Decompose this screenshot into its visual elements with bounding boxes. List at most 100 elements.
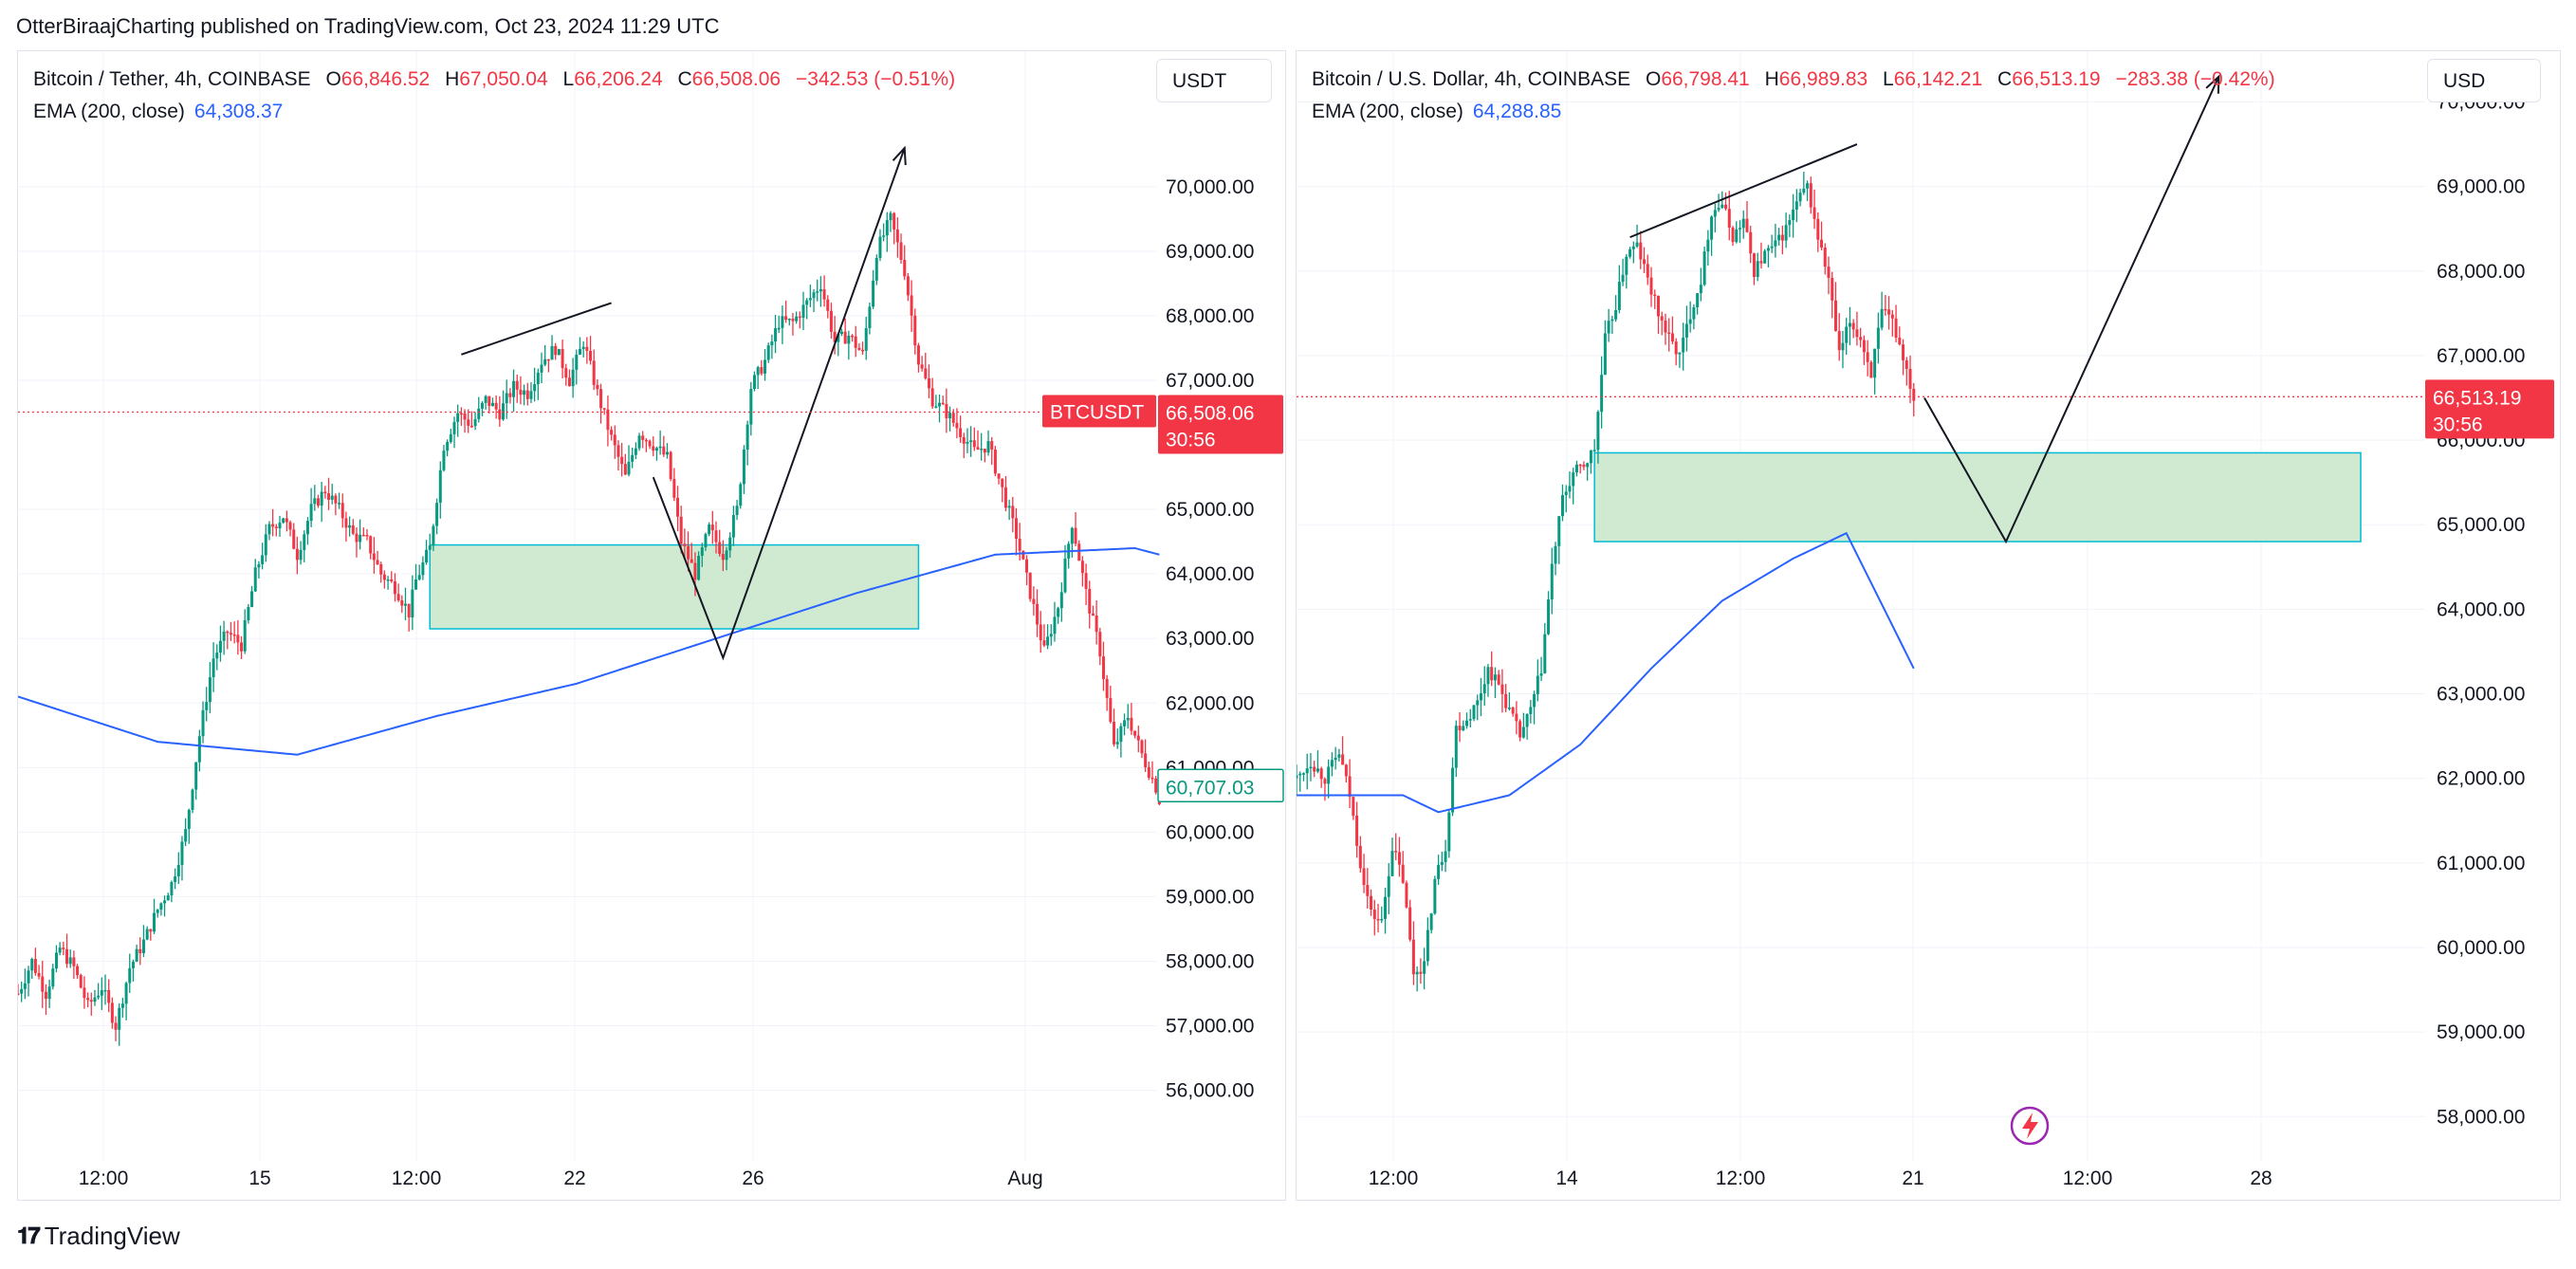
- candle-body: [1561, 495, 1564, 517]
- candle-body: [916, 345, 920, 365]
- candle: [533, 367, 537, 402]
- last-price-badge-text: 66,513.19: [2433, 387, 2521, 409]
- candle: [1614, 295, 1618, 322]
- candle: [589, 336, 593, 365]
- chart-panel-left[interactable]: 70,000.00 69,000.00 68,000.00 67,000.00 65,0…: [17, 50, 1286, 1201]
- candle-body: [525, 390, 529, 399]
- candle: [620, 443, 624, 477]
- candle-body: [1370, 895, 1373, 910]
- candle-body: [1444, 851, 1447, 862]
- candle: [386, 576, 390, 590]
- candle-body: [1053, 616, 1057, 634]
- candle-body: [515, 380, 519, 390]
- currency-button-left[interactable]: USDT: [1156, 59, 1272, 102]
- candle-body: [174, 876, 177, 882]
- candle: [1635, 224, 1639, 248]
- candle-body: [348, 524, 352, 528]
- candle: [997, 473, 1001, 485]
- candle: [1724, 193, 1728, 212]
- candle: [205, 687, 209, 722]
- candle: [1820, 221, 1824, 251]
- candle-body: [428, 545, 432, 550]
- candle-body: [764, 359, 767, 374]
- candle-body: [710, 524, 714, 531]
- candle-body: [1696, 293, 1700, 308]
- candle: [1592, 439, 1596, 452]
- candle-body: [1880, 308, 1884, 328]
- candle-body: [480, 402, 484, 409]
- candle: [1554, 542, 1557, 576]
- candle-body: [459, 413, 463, 415]
- candle: [1752, 252, 1756, 285]
- chart-svg-left[interactable]: 70,000.00 69,000.00 68,000.00 67,000.00 65,0…: [18, 51, 1285, 1200]
- candle-body: [180, 841, 184, 865]
- candle: [1133, 730, 1137, 739]
- candle: [924, 352, 928, 380]
- candle: [1309, 753, 1313, 782]
- candle: [1586, 462, 1590, 481]
- candle: [1074, 512, 1077, 546]
- candle: [382, 570, 386, 589]
- candle-body: [208, 677, 212, 703]
- projection-path: [652, 147, 906, 661]
- candle: [1851, 319, 1855, 339]
- candle: [1119, 723, 1123, 758]
- candle-body: [1376, 918, 1380, 921]
- candle-body: [665, 451, 669, 455]
- candle: [365, 528, 369, 541]
- candle: [1486, 663, 1490, 697]
- candle-body: [1792, 209, 1795, 221]
- y-tick-label: 56,000.00: [1166, 1080, 1254, 1102]
- candle-body: [1635, 242, 1639, 247]
- candle-body: [847, 335, 851, 344]
- x-tick-label: Aug: [1007, 1168, 1042, 1189]
- candle: [334, 493, 338, 516]
- tradingview-logo[interactable]: 𝟏𝟕 TradingView: [17, 1222, 180, 1251]
- candle-body: [303, 534, 306, 550]
- candle-body: [1115, 742, 1119, 745]
- candle: [215, 644, 219, 671]
- candle-body: [1080, 561, 1084, 574]
- candle-body: [463, 413, 467, 420]
- candle-body: [1419, 971, 1423, 974]
- candle-body: [184, 829, 188, 842]
- chart-panel-right[interactable]: 70,000.0069,000.0068,000.0067,000.0066,0…: [1296, 50, 2561, 1201]
- candle-body: [557, 349, 561, 356]
- candle: [634, 442, 637, 460]
- candle-body: [554, 345, 558, 356]
- candle-body: [1674, 341, 1678, 355]
- candle: [47, 979, 51, 1008]
- candle: [1091, 605, 1095, 616]
- candle: [882, 223, 886, 242]
- candle-body: [247, 606, 250, 620]
- candle: [599, 383, 603, 424]
- candle-body: [1098, 632, 1102, 657]
- candle: [229, 621, 232, 641]
- currency-button-right[interactable]: USD: [2427, 59, 2541, 102]
- candle: [1025, 555, 1029, 586]
- candle: [641, 431, 645, 449]
- candle: [86, 992, 90, 1008]
- candle-body: [153, 912, 156, 932]
- candle-body: [1735, 229, 1739, 243]
- candle: [191, 788, 194, 814]
- candle: [264, 524, 267, 562]
- candle: [710, 510, 714, 544]
- candle-body: [93, 997, 97, 1002]
- candle-body: [1841, 342, 1845, 351]
- projection-path: [1923, 76, 2220, 544]
- candle-body: [508, 393, 512, 397]
- candle: [592, 349, 596, 391]
- candle: [602, 408, 606, 415]
- candle-body: [86, 998, 90, 1001]
- candle-body: [1809, 183, 1812, 208]
- chart-svg-right[interactable]: 70,000.0069,000.0068,000.0067,000.0066,0…: [1297, 51, 2560, 1200]
- candle-body: [1607, 321, 1610, 334]
- candle: [623, 453, 627, 476]
- candle-body: [1756, 261, 1759, 277]
- candle: [662, 435, 666, 457]
- candle-body: [1774, 240, 1777, 247]
- candle-body: [54, 952, 58, 969]
- candle: [854, 325, 857, 358]
- candle-body: [107, 989, 111, 1003]
